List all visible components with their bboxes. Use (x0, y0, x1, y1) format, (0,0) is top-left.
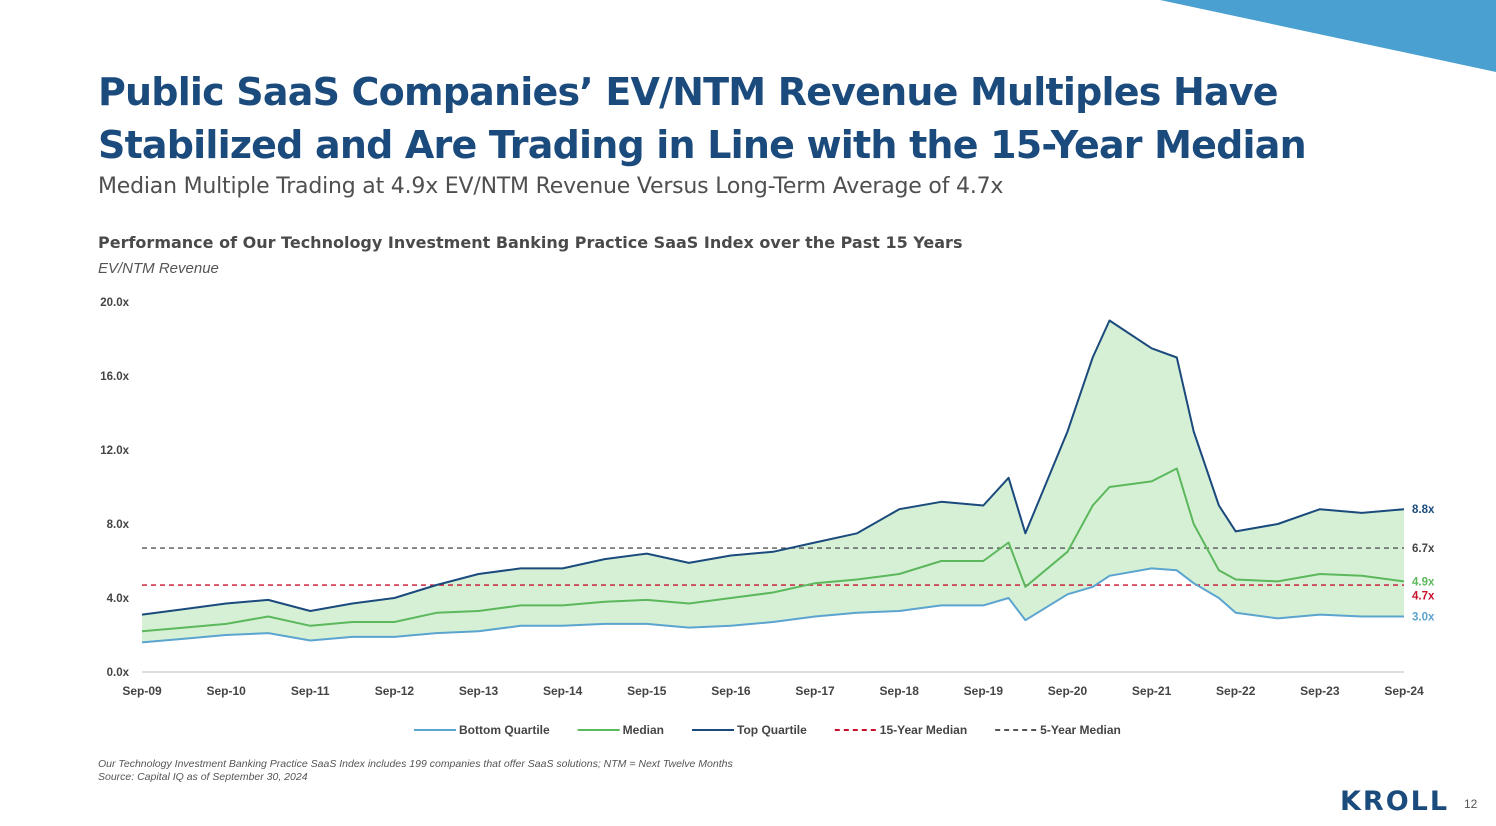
ev-ntm-line-chart: 0.0x 4.0x 8.0x 12.0x 16.0x 20.0x Sep-09 Sep-10 S… (100, 297, 1435, 737)
y-tick-label: 20.0x (100, 297, 129, 309)
y-tick-label: 0.0x (107, 667, 130, 679)
y-tick-label: 12.0x (100, 445, 129, 457)
y-tick-label: 4.0x (107, 593, 130, 605)
x-tick-label: Sep-12 (375, 684, 415, 698)
x-tick-label: Sep-22 (1216, 684, 1256, 698)
y-tick-label: 16.0x (100, 371, 129, 383)
y-tick-label: 8.0x (107, 519, 130, 531)
x-tick-label: Sep-19 (964, 684, 1004, 698)
x-tick-label: Sep-10 (206, 684, 246, 698)
quartile-range-fill (142, 320, 1404, 643)
legend-label: Top Quartile (737, 723, 807, 737)
end-value-label: 4.9x (1412, 576, 1435, 588)
series-line (141, 567, 1404, 644)
x-tick-label: Sep-14 (543, 684, 583, 698)
x-tick-label: Sep-24 (1384, 684, 1424, 698)
x-tick-label: Sep-18 (880, 684, 920, 698)
x-tick-label: Sep-17 (795, 684, 835, 698)
page-number: 12 (1464, 797, 1478, 811)
end-value-label: 8.8x (1412, 504, 1435, 516)
kroll-logo: KROLL (1340, 786, 1450, 817)
legend-label: Median (623, 723, 664, 737)
legend-label: Bottom Quartile (459, 723, 550, 737)
chart-title: Performance of Our Technology Investment… (98, 233, 963, 252)
page-title-line-2: Stabilized and Are Trading in Line with … (98, 123, 1307, 167)
legend-label: 15-Year Median (880, 723, 967, 737)
footnote-source: Source: Capital IQ as of September 30, 2… (98, 771, 308, 783)
x-tick-label: Sep-15 (627, 684, 667, 698)
page-title-line-1: Public SaaS Companies’ EV/NTM Revenue Mu… (98, 70, 1279, 114)
page-title: Public SaaS Companies’ EV/NTM Revenue Mu… (98, 66, 1398, 172)
series-line (141, 467, 1405, 633)
x-tick-label: Sep-20 (1048, 684, 1088, 698)
end-value-label: 6.7x (1412, 543, 1435, 555)
end-value-label: 3.0x (1412, 612, 1435, 624)
x-tick-label: Sep-09 (122, 684, 162, 698)
x-tick-label: Sep-21 (1132, 684, 1172, 698)
end-value-label: 4.7x (1412, 590, 1435, 602)
x-tick-label: Sep-23 (1300, 684, 1340, 698)
chart-y-axis-label: EV/NTM Revenue (98, 260, 219, 277)
x-tick-label: Sep-16 (711, 684, 751, 698)
legend-label: 5-Year Median (1040, 723, 1121, 737)
footnote: Our Technology Investment Banking Practi… (98, 758, 733, 784)
x-tick-label: Sep-13 (459, 684, 499, 698)
series-line (141, 319, 1405, 616)
corner-accent-shape (1160, 0, 1496, 72)
x-tick-label: Sep-11 (291, 684, 330, 698)
page-subtitle: Median Multiple Trading at 4.9x EV/NTM R… (98, 174, 1004, 199)
footnote-definition: Our Technology Investment Banking Practi… (98, 758, 733, 770)
